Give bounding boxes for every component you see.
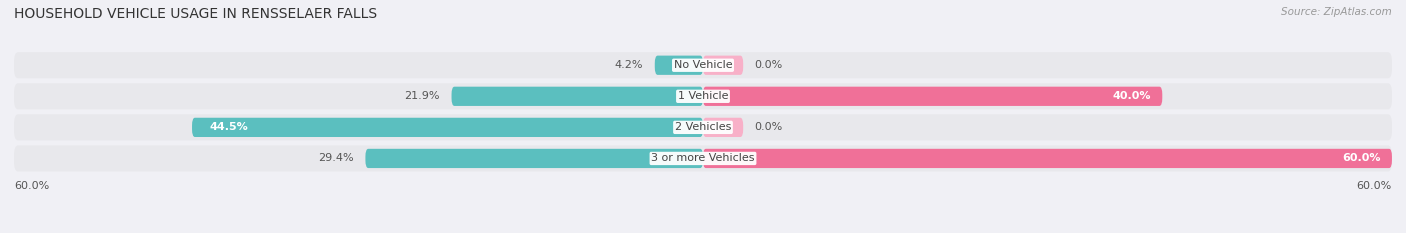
FancyBboxPatch shape [193, 118, 703, 137]
FancyBboxPatch shape [703, 118, 744, 137]
Text: 40.0%: 40.0% [1112, 91, 1152, 101]
Text: 1 Vehicle: 1 Vehicle [678, 91, 728, 101]
Text: 60.0%: 60.0% [14, 181, 49, 191]
Text: 0.0%: 0.0% [755, 122, 783, 132]
FancyBboxPatch shape [703, 87, 1163, 106]
Text: 2 Vehicles: 2 Vehicles [675, 122, 731, 132]
FancyBboxPatch shape [703, 56, 744, 75]
FancyBboxPatch shape [655, 56, 703, 75]
FancyBboxPatch shape [703, 149, 1392, 168]
FancyBboxPatch shape [14, 114, 1392, 140]
Text: 60.0%: 60.0% [1357, 181, 1392, 191]
Text: No Vehicle: No Vehicle [673, 60, 733, 70]
Text: HOUSEHOLD VEHICLE USAGE IN RENSSELAER FALLS: HOUSEHOLD VEHICLE USAGE IN RENSSELAER FA… [14, 7, 377, 21]
Text: 4.2%: 4.2% [614, 60, 644, 70]
Text: 44.5%: 44.5% [209, 122, 247, 132]
FancyBboxPatch shape [14, 52, 1392, 78]
Text: 60.0%: 60.0% [1341, 154, 1381, 163]
FancyBboxPatch shape [366, 149, 703, 168]
Text: 3 or more Vehicles: 3 or more Vehicles [651, 154, 755, 163]
Text: 0.0%: 0.0% [755, 60, 783, 70]
FancyBboxPatch shape [14, 145, 1392, 171]
Text: Source: ZipAtlas.com: Source: ZipAtlas.com [1281, 7, 1392, 17]
FancyBboxPatch shape [451, 87, 703, 106]
FancyBboxPatch shape [14, 83, 1392, 109]
Text: 29.4%: 29.4% [318, 154, 354, 163]
Text: 21.9%: 21.9% [405, 91, 440, 101]
